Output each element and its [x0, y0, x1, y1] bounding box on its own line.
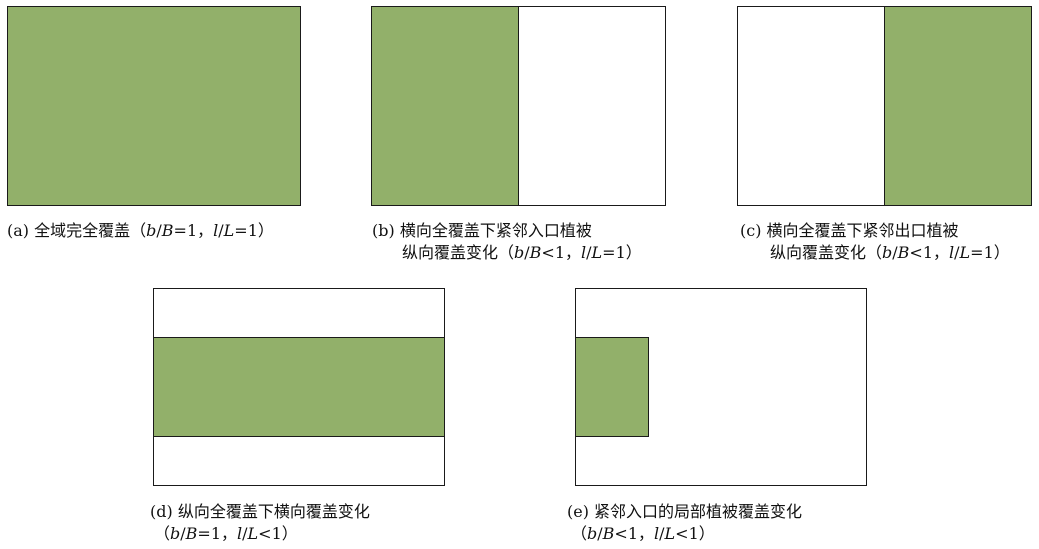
caption-a-eq-l: =1）	[234, 221, 274, 240]
caption-a-b: b	[146, 221, 157, 240]
caption-c-slash-b: /	[892, 243, 898, 262]
caption-c-line2-text: 纵向覆盖变化（	[770, 243, 883, 262]
caption-e-label: (e)	[567, 502, 589, 521]
caption-e-L: L	[664, 524, 676, 543]
caption-a: (a) 全域完全覆盖（b/B=1，l/L=1）	[7, 220, 274, 242]
diagram-panel-d	[152, 288, 445, 486]
caption-d-open: （	[154, 524, 171, 543]
caption-b-line1: 横向全覆盖下紧邻入口植被	[399, 221, 592, 240]
caption-d-eq-l: <1）	[258, 524, 298, 543]
vegetation-area-b	[370, 5, 519, 206]
vegetation-area-d	[152, 337, 445, 437]
caption-e-slash-l: /	[659, 524, 665, 543]
caption-c-L: L	[959, 243, 971, 262]
caption-d-L: L	[247, 524, 259, 543]
diagram-panel-b	[370, 5, 666, 206]
caption-b-L: L	[591, 243, 603, 262]
caption-d-label: (d)	[150, 502, 173, 521]
caption-b-b: b	[514, 243, 525, 262]
caption-e-B: B	[602, 524, 615, 543]
caption-b-line2-text: 纵向覆盖变化（	[402, 243, 515, 262]
caption-a-B: B	[161, 221, 174, 240]
caption-d-l: l	[237, 524, 243, 543]
diagram-panel-c	[737, 5, 1032, 206]
caption-e-b: b	[587, 524, 598, 543]
caption-b-label: (b)	[372, 221, 395, 240]
caption-b-slash-b: /	[524, 243, 530, 262]
caption-a-slash-l: /	[218, 221, 224, 240]
caption-c-eq-b: <1，	[909, 243, 950, 262]
caption-d-eq-b: =1，	[197, 524, 238, 543]
caption-e-eq-b: <1，	[614, 524, 655, 543]
caption-c-slash-l: /	[954, 243, 960, 262]
diagram-panel-e	[574, 288, 867, 486]
caption-b-l: l	[581, 243, 587, 262]
caption-d-slash-b: /	[180, 524, 186, 543]
caption-e-line1: 紧邻入口的局部植被覆盖变化	[594, 502, 803, 521]
caption-c-eq-l: =1）	[970, 243, 1010, 262]
caption-b-B: B	[529, 243, 542, 262]
caption-d-line1: 纵向全覆盖下横向覆盖变化	[177, 502, 370, 521]
caption-a-eq-b: =1，	[173, 221, 214, 240]
diagram-panel-a	[6, 5, 301, 206]
vegetation-area-e	[574, 337, 649, 437]
caption-a-slash-b: /	[156, 221, 162, 240]
caption-c-line1: 横向全覆盖下紧邻出口植被	[766, 221, 959, 240]
caption-b-eq-b: <1，	[541, 243, 582, 262]
caption-e: (e) 紧邻入口的局部植被覆盖变化 （b/B<1，l/L<1）	[567, 501, 802, 545]
caption-a-L: L	[223, 221, 235, 240]
caption-d-B: B	[185, 524, 198, 543]
caption-d-slash-l: /	[242, 524, 248, 543]
caption-e-l: l	[654, 524, 660, 543]
caption-c-B: B	[897, 243, 910, 262]
caption-c-l: l	[949, 243, 955, 262]
caption-d-b: b	[170, 524, 181, 543]
caption-e-slash-b: /	[597, 524, 603, 543]
caption-c: (c) 横向全覆盖下紧邻出口植被 纵向覆盖变化（b/B<1，l/L=1）	[740, 220, 1010, 264]
caption-a-label: (a)	[7, 221, 30, 240]
caption-d: (d) 纵向全覆盖下横向覆盖变化 （b/B=1，l/L<1）	[150, 501, 370, 545]
caption-e-eq-l: <1）	[675, 524, 715, 543]
vegetation-area-c	[884, 5, 1032, 206]
vegetation-area-a	[6, 5, 301, 206]
caption-e-open: （	[571, 524, 588, 543]
caption-b: (b) 横向全覆盖下紧邻入口植被 纵向覆盖变化（b/B<1，l/L=1）	[372, 220, 642, 264]
caption-b-slash-l: /	[586, 243, 592, 262]
caption-c-b: b	[882, 243, 893, 262]
caption-c-label: (c)	[740, 221, 762, 240]
caption-a-text: 全域完全覆盖（	[34, 221, 147, 240]
caption-b-eq-l: =1）	[602, 243, 642, 262]
caption-a-l: l	[213, 221, 219, 240]
